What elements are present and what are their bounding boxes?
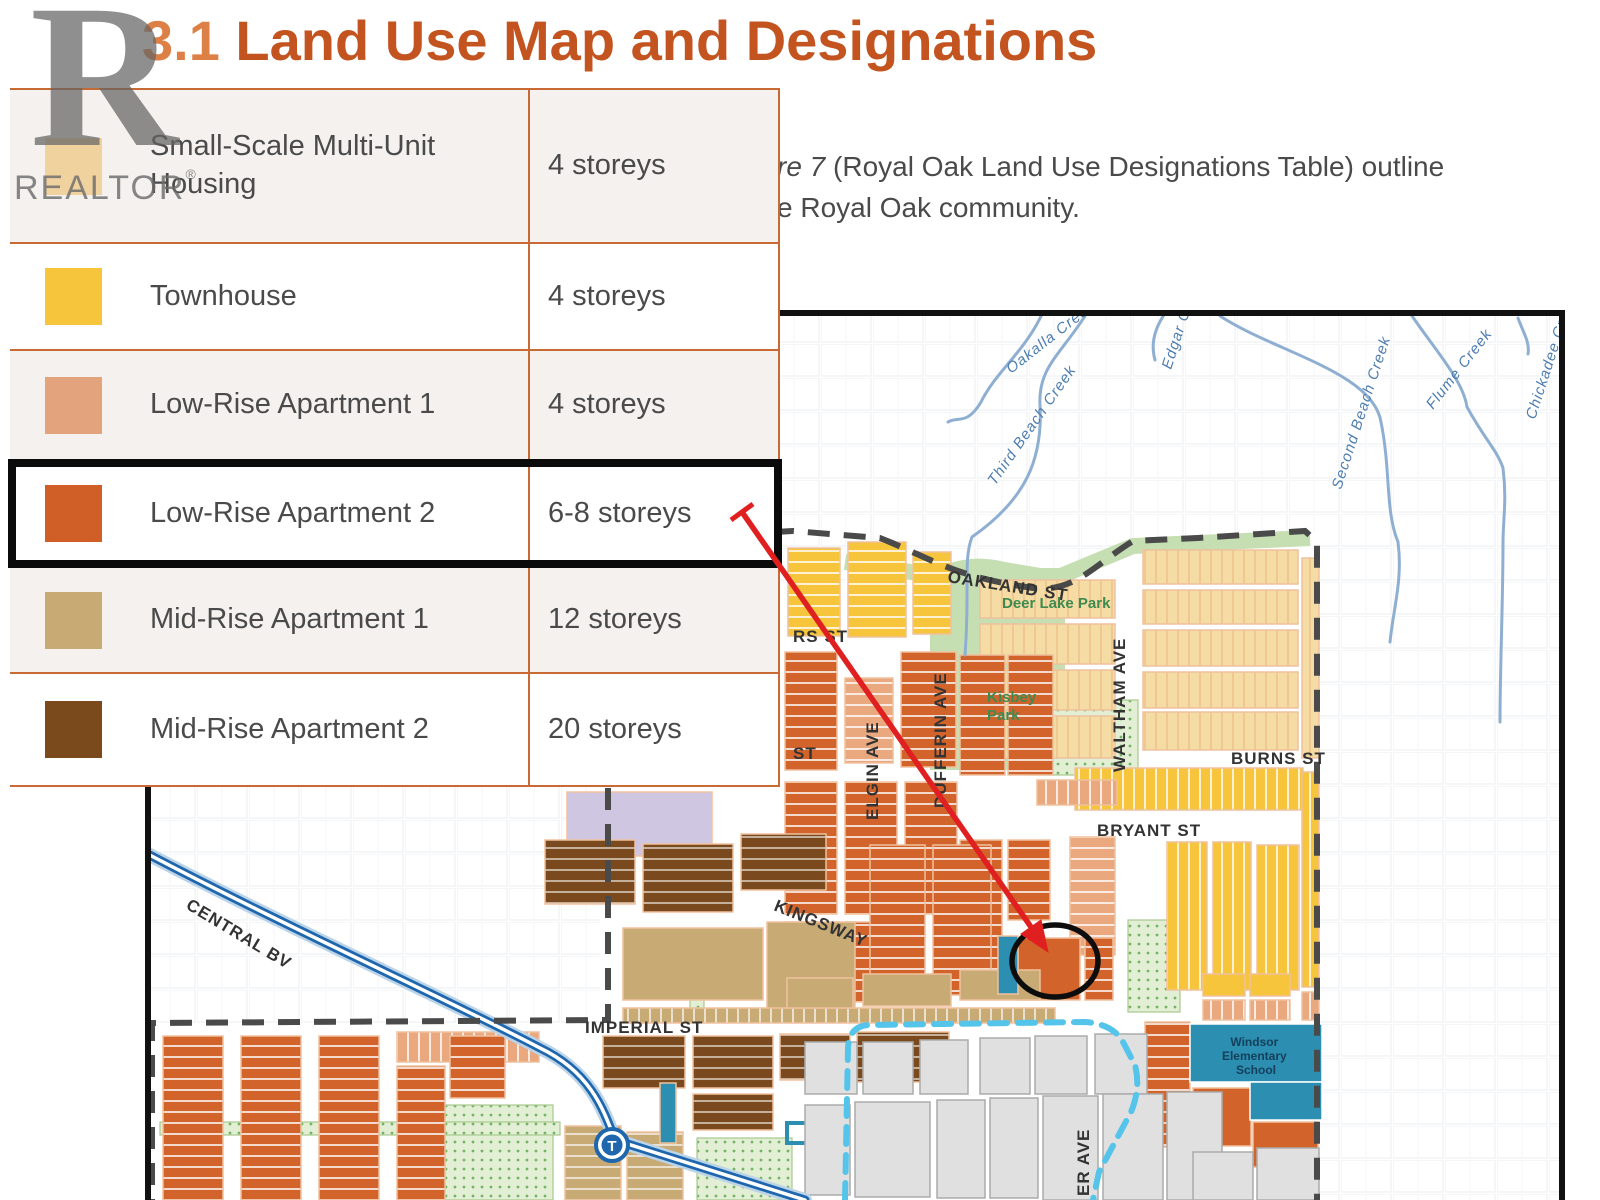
table-row: Townhouse 4 storeys <box>10 242 778 349</box>
svg-text:T: T <box>607 1138 616 1155</box>
street-label-waltham: WALTHAM AVE <box>1110 638 1129 772</box>
urban-village-boundary <box>842 1018 1141 1200</box>
paragraph-line-1: re 7 (Royal Oak Land Use Designations Ta… <box>777 151 1445 182</box>
creek-lines <box>946 310 1530 724</box>
color-swatch <box>45 485 102 542</box>
street-label-dufferin: DUFFERIN AVE <box>931 672 950 808</box>
color-swatch <box>45 376 102 434</box>
legend-storeys: 6-8 storeys <box>548 496 692 529</box>
street-label-elgin: ELGIN AVE <box>863 721 882 820</box>
school-parcel <box>1189 1023 1323 1121</box>
legend-storeys: 12 storeys <box>548 603 682 636</box>
table-row: Small-Scale Multi-Unit Housing 4 storeys <box>10 90 778 242</box>
legend-table: Small-Scale Multi-Unit Housing 4 storeys… <box>8 88 782 787</box>
legend-storeys: 20 storeys <box>548 712 682 745</box>
street-label-burns: BURNS ST <box>1231 749 1326 768</box>
page-title: 3.1 Land Use Map and Designations <box>142 8 1097 73</box>
legend-label: Mid-Rise Apartment 1 <box>150 603 429 636</box>
section-number: 3.1 <box>142 9 220 72</box>
legend-label: Low-Rise Apartment 2 <box>150 496 436 529</box>
legend-label: Small-Scale Multi-Unit Housing <box>150 130 436 200</box>
color-swatch <box>45 591 102 649</box>
legend-storeys: 4 storeys <box>548 279 666 312</box>
paragraph-line-2: e Royal Oak community. <box>777 192 1080 223</box>
gray-parcels <box>804 1033 1320 1200</box>
rail-line <box>118 835 812 1200</box>
park-label-deer-lake: Deer Lake Park <box>1002 595 1111 612</box>
legend-label: Townhouse <box>150 279 297 312</box>
color-swatch <box>45 268 102 325</box>
legend-storeys: 4 storeys <box>548 388 666 421</box>
legend-label: Low-Rise Apartment 1 <box>150 388 436 421</box>
legend-storeys: 4 storeys <box>548 149 666 182</box>
street-label-st: ST <box>793 744 817 763</box>
table-row: Low-Rise Apartment 1 4 storeys <box>10 349 778 459</box>
section-title: Land Use Map and Designations <box>235 9 1098 72</box>
street-label-bryant: BRYANT ST <box>1097 821 1201 840</box>
color-swatch <box>45 137 102 195</box>
color-swatch <box>45 701 102 758</box>
street-label-imperial: IMPERIAL ST <box>585 1018 703 1037</box>
school-label: Windsor Elementary School <box>1222 1035 1290 1077</box>
table-row-highlighted: Low-Rise Apartment 2 6-8 storeys <box>10 459 778 566</box>
body-paragraph: re 7 (Royal Oak Land Use Designations Ta… <box>777 146 1444 228</box>
street-label-er-ave: ER AVE <box>1074 1129 1093 1196</box>
transit-station-icon: T <box>594 1127 630 1163</box>
legend-label: Mid-Rise Apartment 2 <box>150 712 429 745</box>
table-row: Mid-Rise Apartment 1 12 storeys <box>10 566 778 672</box>
street-label-rs-st: RS ST <box>793 627 848 646</box>
table-row: Mid-Rise Apartment 2 20 storeys <box>10 672 778 785</box>
